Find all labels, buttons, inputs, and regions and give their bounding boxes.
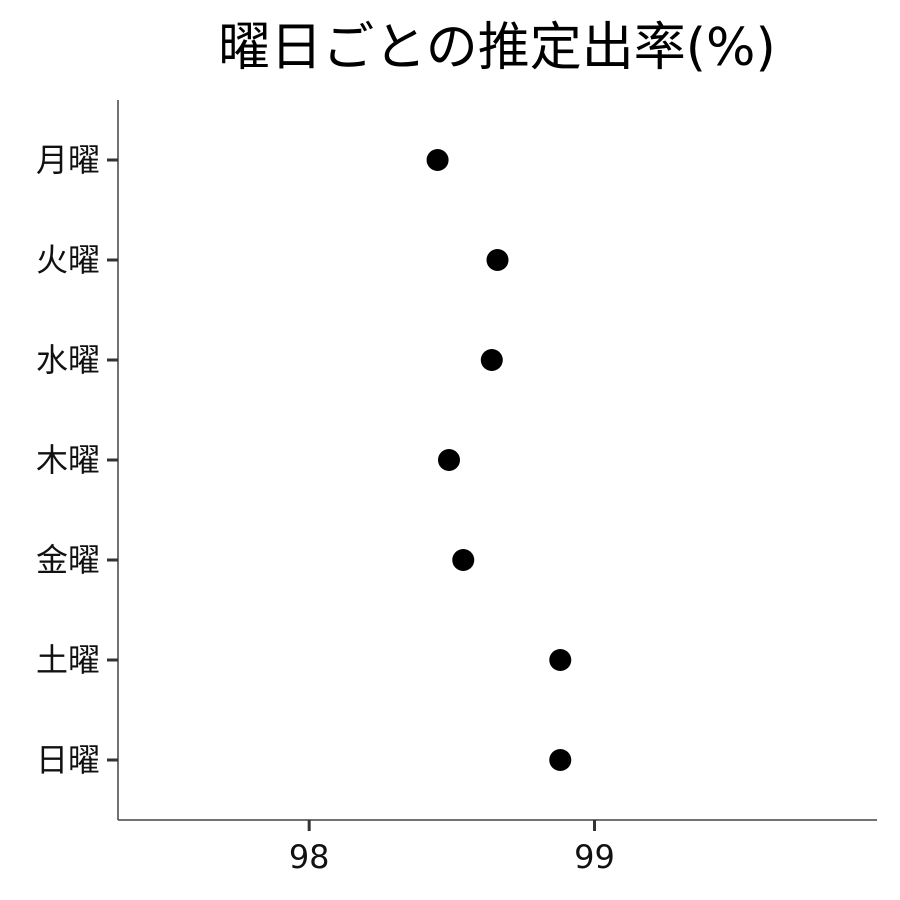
data-point bbox=[549, 749, 572, 771]
data-point bbox=[486, 249, 509, 271]
y-tick-label: 火曜 bbox=[36, 241, 100, 279]
y-tick-label: 水曜 bbox=[36, 341, 100, 379]
y-tick-label: 木曜 bbox=[36, 441, 100, 479]
data-point bbox=[480, 349, 503, 371]
x-ticks: 98 99 bbox=[289, 820, 615, 876]
data-points bbox=[426, 149, 572, 771]
x-tick-label: 98 bbox=[289, 838, 330, 876]
y-tick-label: 日曜 bbox=[36, 741, 100, 779]
data-point bbox=[452, 549, 475, 571]
chart-title: 曜日ごとの推定出率(%) bbox=[218, 18, 775, 78]
data-point bbox=[437, 449, 460, 471]
y-tick-label: 月曜 bbox=[36, 141, 100, 179]
x-tick-label: 99 bbox=[574, 838, 615, 876]
y-tick-label: 金曜 bbox=[36, 541, 100, 579]
data-point bbox=[549, 649, 572, 671]
data-point bbox=[426, 149, 449, 171]
y-tick-label: 土曜 bbox=[36, 641, 100, 679]
